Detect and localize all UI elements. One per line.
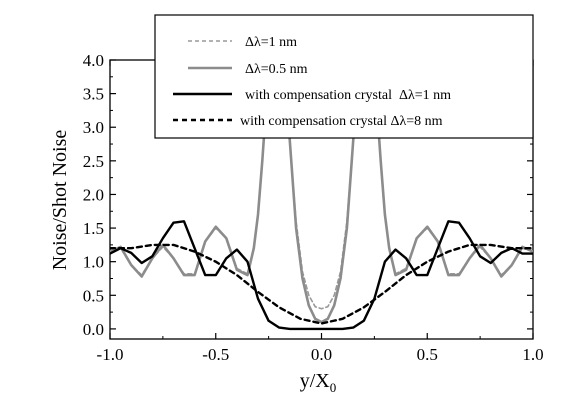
series-line-2 bbox=[110, 60, 533, 324]
y-tick-label: 0.5 bbox=[83, 286, 104, 305]
y-tick-label: 2.5 bbox=[83, 152, 104, 171]
y-tick-label: 4.0 bbox=[83, 51, 104, 70]
x-tick-label: 1.0 bbox=[522, 345, 543, 364]
y-tick-label: 3.0 bbox=[83, 118, 104, 137]
y-tick-label: 0.0 bbox=[83, 320, 104, 339]
axis-ticks: -1.0 -0.5 0.0 0.5 1.0 0.0 0.5 1.0 1.5 2.0 2.5 3.0 3.… bbox=[83, 51, 544, 364]
x-axis-title-subscript: 0 bbox=[330, 380, 337, 395]
series-lines bbox=[110, 60, 533, 331]
x-tick-label: 0.5 bbox=[417, 345, 438, 364]
y-tick-label: 1.0 bbox=[83, 253, 104, 272]
series-line-1 bbox=[110, 60, 533, 310]
legend-label-2: Δλ=0.5 nm bbox=[245, 62, 308, 77]
y-tick-label: 1.5 bbox=[83, 219, 104, 238]
y-axis-title: Noise/Shot Noise bbox=[49, 130, 71, 271]
legend: Δλ=1 nm Δλ=0.5 nm with compensation crysta… bbox=[154, 14, 534, 139]
x-tick-label: -0.5 bbox=[202, 345, 229, 364]
legend-label-4: with compensation crystal Δλ=8 nm bbox=[240, 114, 443, 129]
y-tick-label: 2.0 bbox=[83, 185, 104, 204]
legend-box bbox=[154, 14, 534, 139]
x-tick-label: 0.0 bbox=[311, 345, 332, 364]
series-line-3 bbox=[110, 220, 533, 331]
y-tick-label: 3.5 bbox=[83, 85, 104, 104]
legend-label-3: with compensation crystal Δλ=1 nm bbox=[245, 88, 451, 103]
legend-label-1: Δλ=1 nm bbox=[245, 35, 297, 50]
series-line-4 bbox=[110, 243, 533, 325]
x-axis-title: y/X0 bbox=[300, 370, 337, 395]
x-tick-label: -1.0 bbox=[97, 345, 124, 364]
